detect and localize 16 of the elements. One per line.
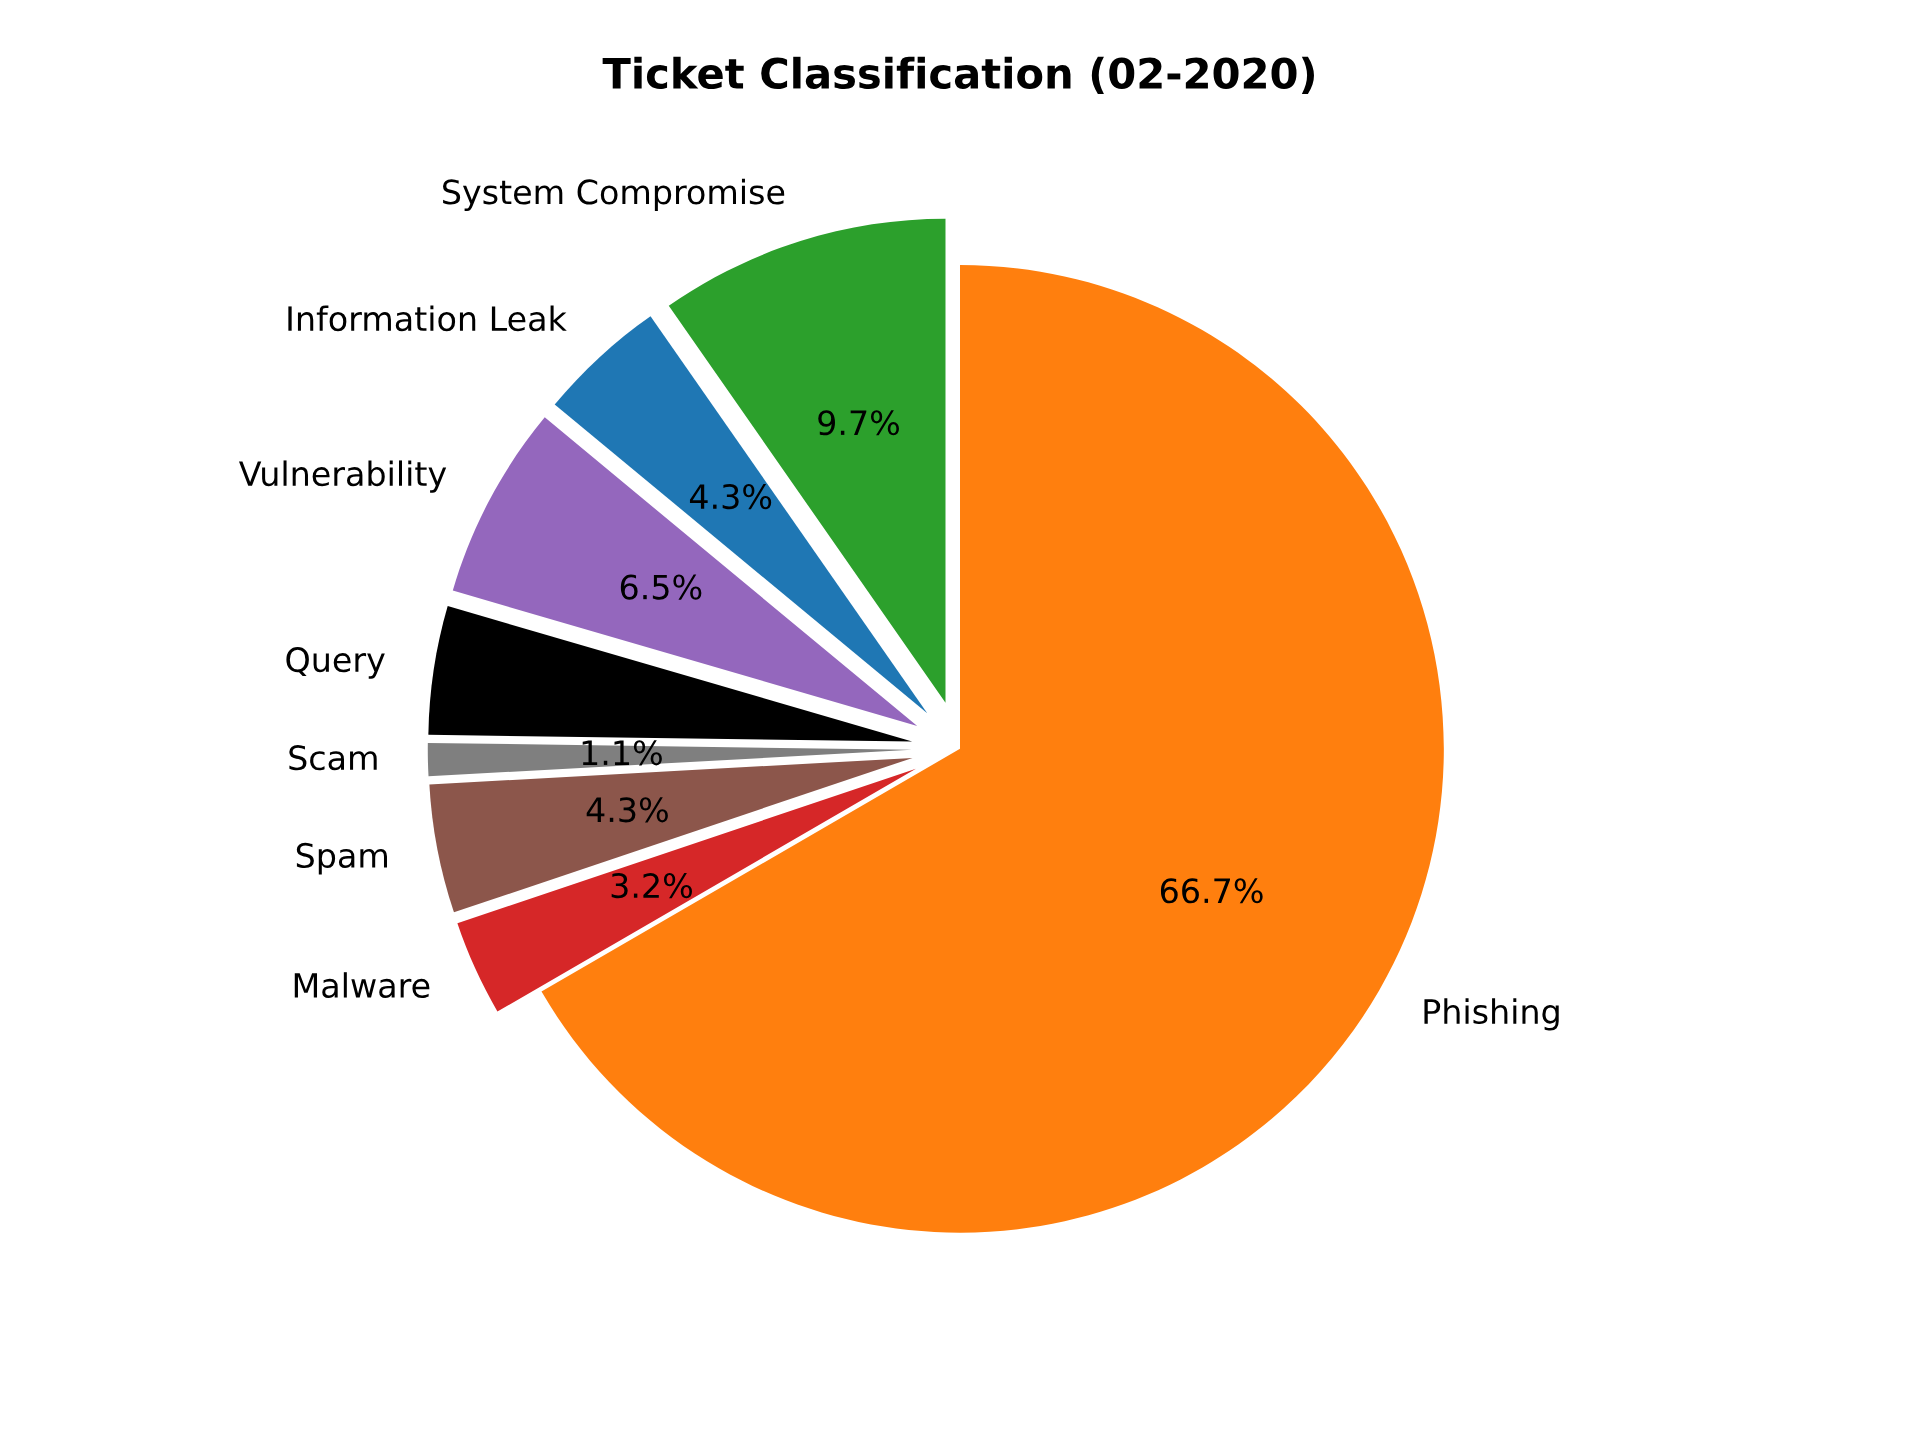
- data-label: 1.1%: [582, 740, 662, 766]
- chart-title: Ticket Classification (02-2020): [602, 56, 1314, 94]
- slice-label: Phishing: [1424, 998, 1559, 1031]
- slice-label: System Compromise: [443, 178, 785, 212]
- slice-label: Vulnerability: [238, 460, 447, 493]
- slice-label: Scam: [289, 745, 377, 771]
- data-label: 9.7%: [818, 410, 899, 436]
- slice-label: Information Leak: [288, 305, 567, 332]
- slice-label: Spam: [296, 842, 387, 875]
- data-label: 66.7%: [1160, 878, 1263, 904]
- data-label: 6.5%: [620, 574, 702, 600]
- slice-label: Query: [286, 647, 385, 679]
- slice-label: Malware: [294, 972, 430, 999]
- data-label: 4.3%: [689, 484, 772, 510]
- data-label: 3.2%: [611, 872, 692, 899]
- data-label: 4.3%: [586, 797, 668, 823]
